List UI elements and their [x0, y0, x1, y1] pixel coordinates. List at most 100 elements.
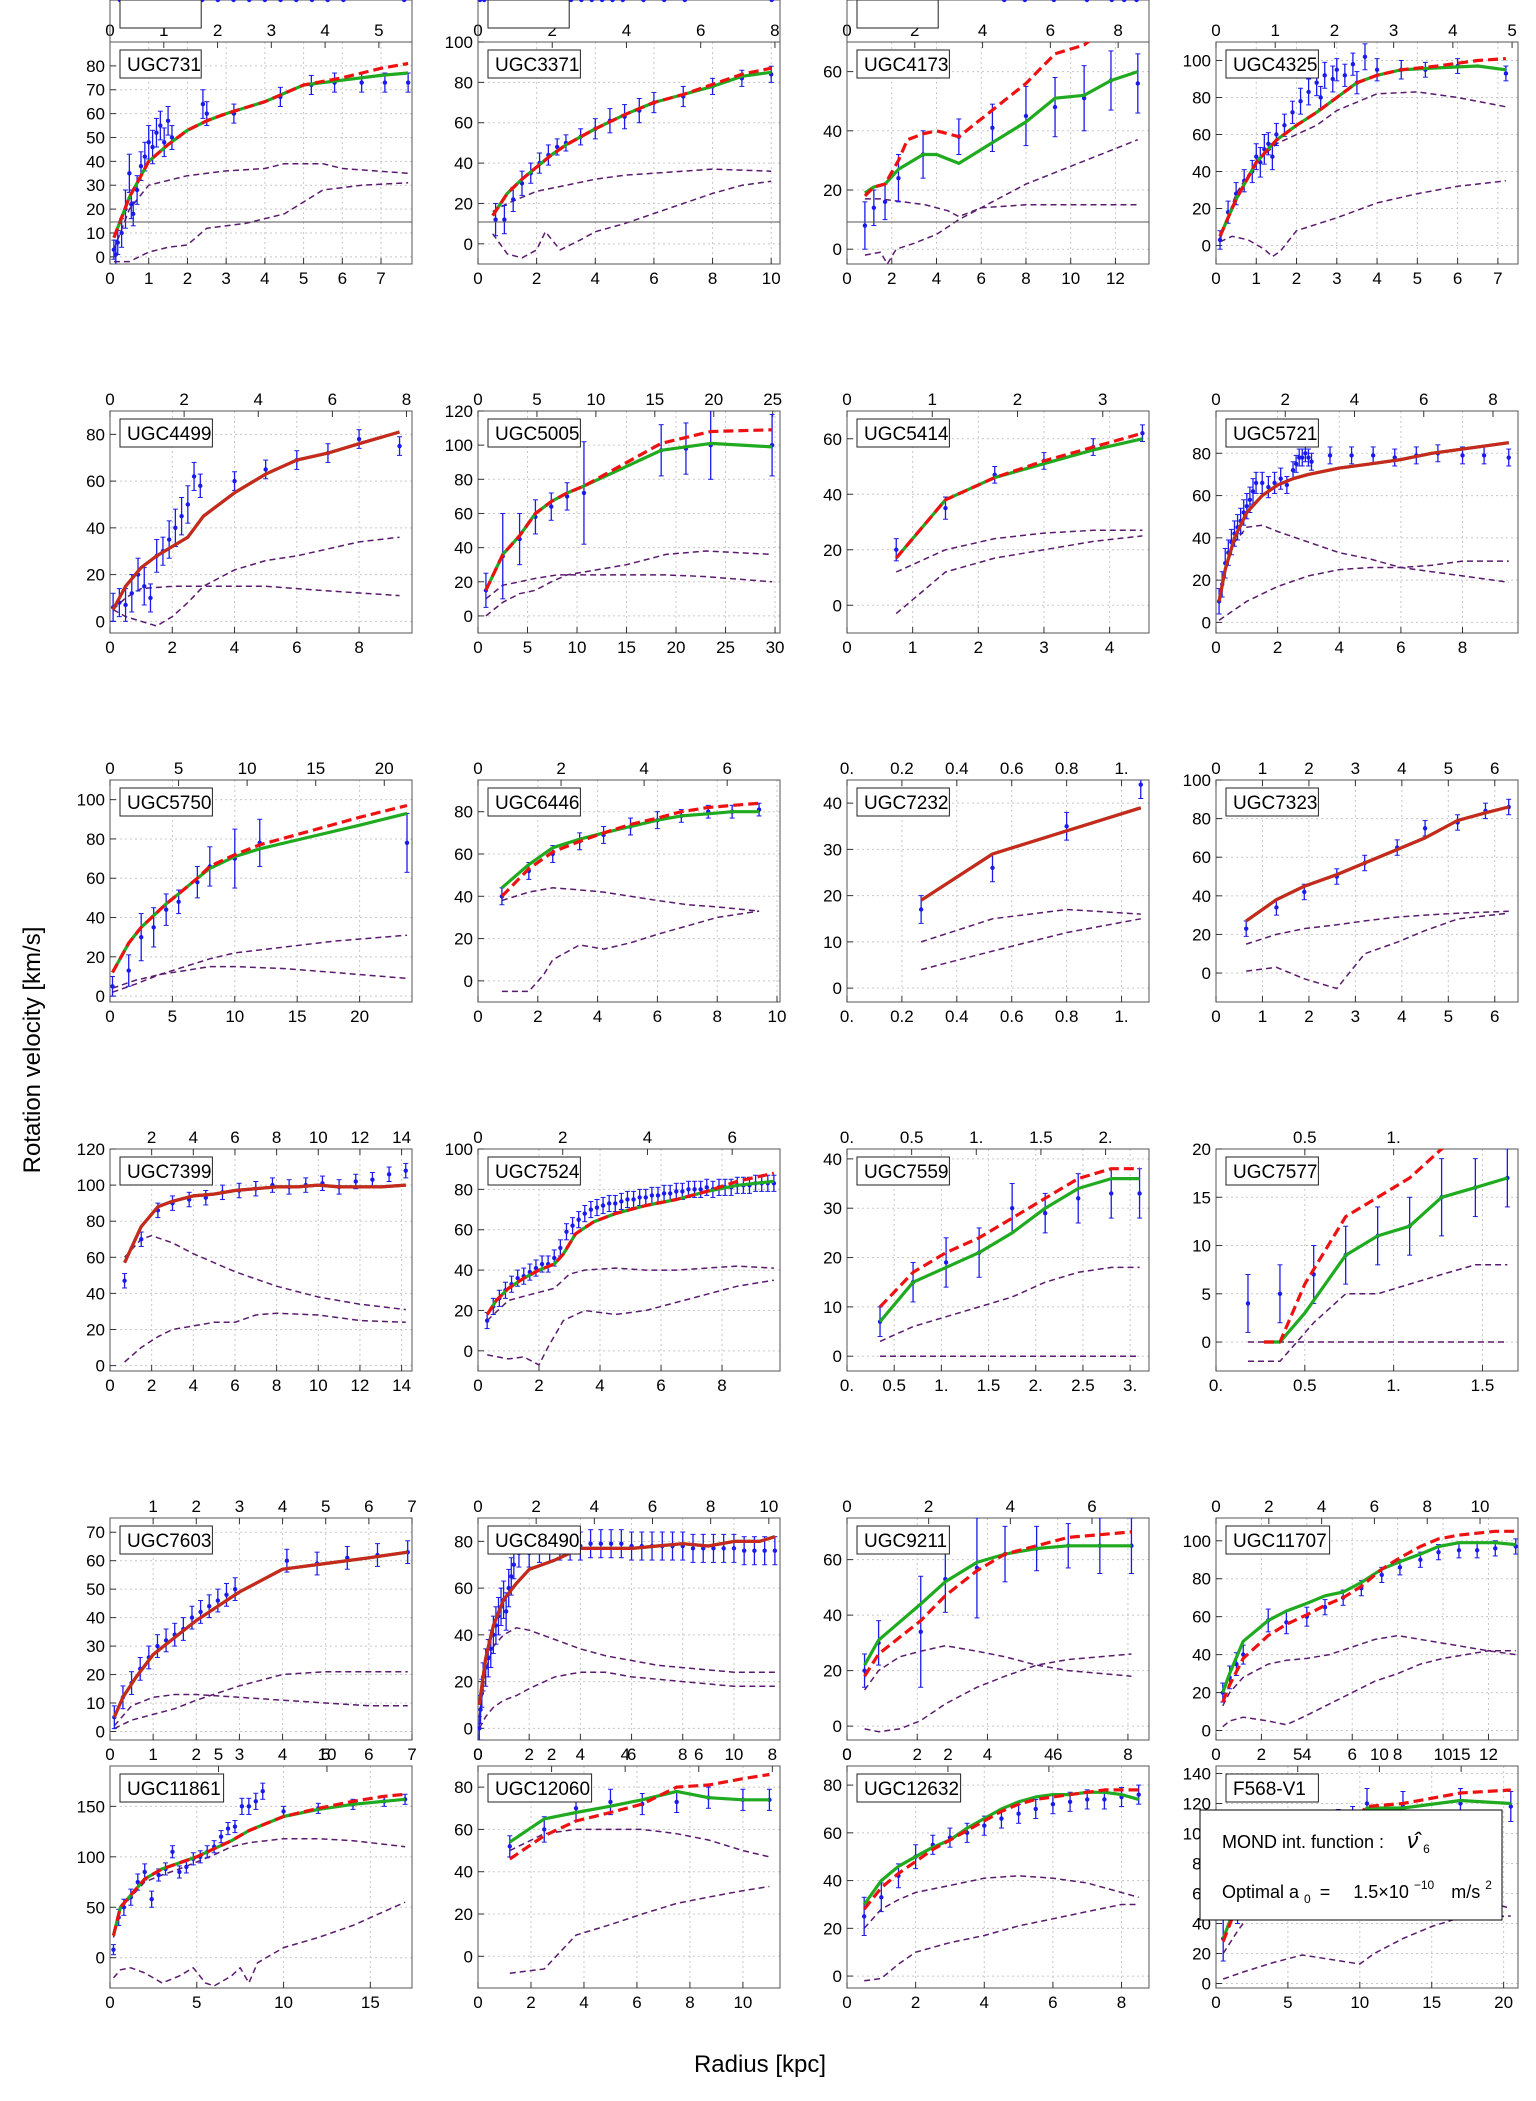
data-point — [618, 1529, 624, 1559]
top-tick-label: 0.5 — [1293, 1128, 1317, 1147]
data-point — [344, 1545, 350, 1570]
top-tick-label: 6 — [1419, 390, 1428, 409]
x-tick-label: 6 — [1490, 1007, 1499, 1026]
y-tick-label: 70 — [86, 81, 105, 100]
data-point — [1305, 448, 1311, 467]
x-tick-label: 0 — [842, 269, 851, 288]
x-tick-label: 8 — [717, 1376, 726, 1395]
x-tick-label: 15 — [361, 1993, 380, 2012]
x-tick-label: 0 — [1211, 1993, 1220, 2012]
data-point — [1051, 0, 1057, 3]
x-tick-label: 8 — [712, 1007, 721, 1026]
top-tick-label: 0 — [842, 0, 851, 4]
top-tick-label: 5 — [1444, 759, 1453, 778]
data-point — [359, 72, 365, 93]
top-tick-label: 0.5 — [900, 1128, 924, 1147]
data-point — [1259, 471, 1265, 494]
data-point — [862, 201, 868, 250]
fit-curve-green — [862, 1790, 1140, 1906]
top-tick-label: 5 — [1293, 1745, 1302, 1764]
component-curve-2 — [485, 550, 773, 617]
x-tick-label: 6 — [1053, 1745, 1062, 1764]
fit-curve-red — [111, 1792, 406, 1936]
data-point — [990, 853, 996, 883]
top-tick-label: 2 — [213, 21, 222, 40]
x-tick-label: 5 — [203, 0, 212, 4]
data-point — [527, 1263, 533, 1281]
y-tick-label: 80 — [1192, 444, 1211, 463]
data-point — [769, 0, 775, 3]
plot-frame — [109, 779, 413, 1003]
y-tick-label: 80 — [454, 0, 473, 4]
y-tick-label: 50 — [86, 1898, 105, 1917]
data-point — [1108, 1168, 1114, 1219]
y-tick-label: 40 — [1192, 529, 1211, 548]
top-tick-label: 10 — [1471, 1497, 1490, 1516]
galaxy-label: UGC11861 — [119, 1773, 225, 1803]
y-tick-label: 40 — [823, 485, 842, 504]
x-tick-label: 6 — [1396, 638, 1405, 657]
component-curve-2 — [864, 1653, 1132, 1733]
fit-curve-red — [123, 1183, 406, 1264]
data-point — [191, 461, 197, 491]
x-tick-label: 3. — [1123, 1376, 1137, 1395]
x-tick-label: 2 — [1257, 1745, 1266, 1764]
data-point — [116, 588, 122, 618]
y-tick-label: 0 — [1202, 964, 1211, 983]
plot-frame — [1215, 410, 1519, 634]
x-tick-label: 20 — [350, 1007, 369, 1026]
top-tick-label: 1. — [1114, 759, 1128, 778]
y-tick-label: 40 — [823, 0, 842, 4]
top-tick-label: 6 — [722, 759, 731, 778]
top-tick-label: 6 — [256, 0, 265, 4]
data-point — [197, 473, 203, 498]
x-tick-label: 1 — [908, 638, 917, 657]
data-point — [154, 1634, 160, 1658]
x-tick-label: 0 — [105, 0, 114, 4]
top-tick-label: 2 — [531, 1497, 540, 1516]
x-tick-label: 5 — [1413, 269, 1422, 288]
data-point — [110, 975, 115, 997]
y-tick-label: 10 — [823, 933, 842, 952]
top-tick-label: 4 — [1044, 1745, 1053, 1764]
data-point — [674, 1790, 680, 1814]
y-tick-label: 20 — [86, 948, 105, 967]
y-tick-label: 60 — [823, 63, 842, 82]
fit-curve-green — [1221, 1541, 1516, 1694]
x-tick-label: 3 — [221, 269, 230, 288]
x-tick-label: 5 — [321, 1745, 330, 1764]
plot-area — [861, 1784, 1142, 1982]
data-point — [862, 1653, 868, 1688]
data-point — [1033, 1798, 1039, 1820]
legend-a0-unit: m/s — [1451, 1882, 1480, 1902]
plot-frame — [1215, 1517, 1519, 1741]
component-curve-1 — [1248, 1264, 1508, 1363]
y-tick-label: 20 — [823, 887, 842, 906]
y-tick-label: 0 — [464, 0, 473, 4]
y-tick-label: 80 — [454, 73, 473, 92]
galaxy-name: UGC7323 — [1233, 793, 1318, 814]
component-curve-2 — [112, 934, 408, 993]
y-tick-label: 10 — [86, 1694, 105, 1713]
plot-frame — [846, 410, 1150, 634]
data-point — [403, 1162, 409, 1179]
legend-box: MOND int. function : ν̂ 6 Optimal a 0 = … — [1199, 1809, 1503, 1921]
galaxy-name: UGC7524 — [495, 1162, 580, 1183]
top-tick-label: 1 — [148, 1497, 157, 1516]
data-point — [1134, 0, 1140, 3]
y-tick-label: 0 — [1202, 237, 1211, 256]
data-point — [1392, 448, 1398, 467]
x-tick-label: 1. — [1387, 1376, 1401, 1395]
x-tick-label: 4 — [1008, 0, 1017, 4]
y-tick-label: 60 — [454, 845, 473, 864]
x-tick-label: 4 — [983, 1745, 992, 1764]
x-tick-label: 0 — [473, 1745, 482, 1764]
top-tick-label: 1. — [969, 1128, 983, 1147]
data-point — [1265, 476, 1271, 499]
top-tick-label: 4 — [590, 1497, 599, 1516]
galaxy-name: UGC5721 — [1233, 424, 1318, 445]
x-tick-label: 1.5 — [1471, 1376, 1495, 1395]
top-tick-label: 0 — [473, 0, 482, 4]
